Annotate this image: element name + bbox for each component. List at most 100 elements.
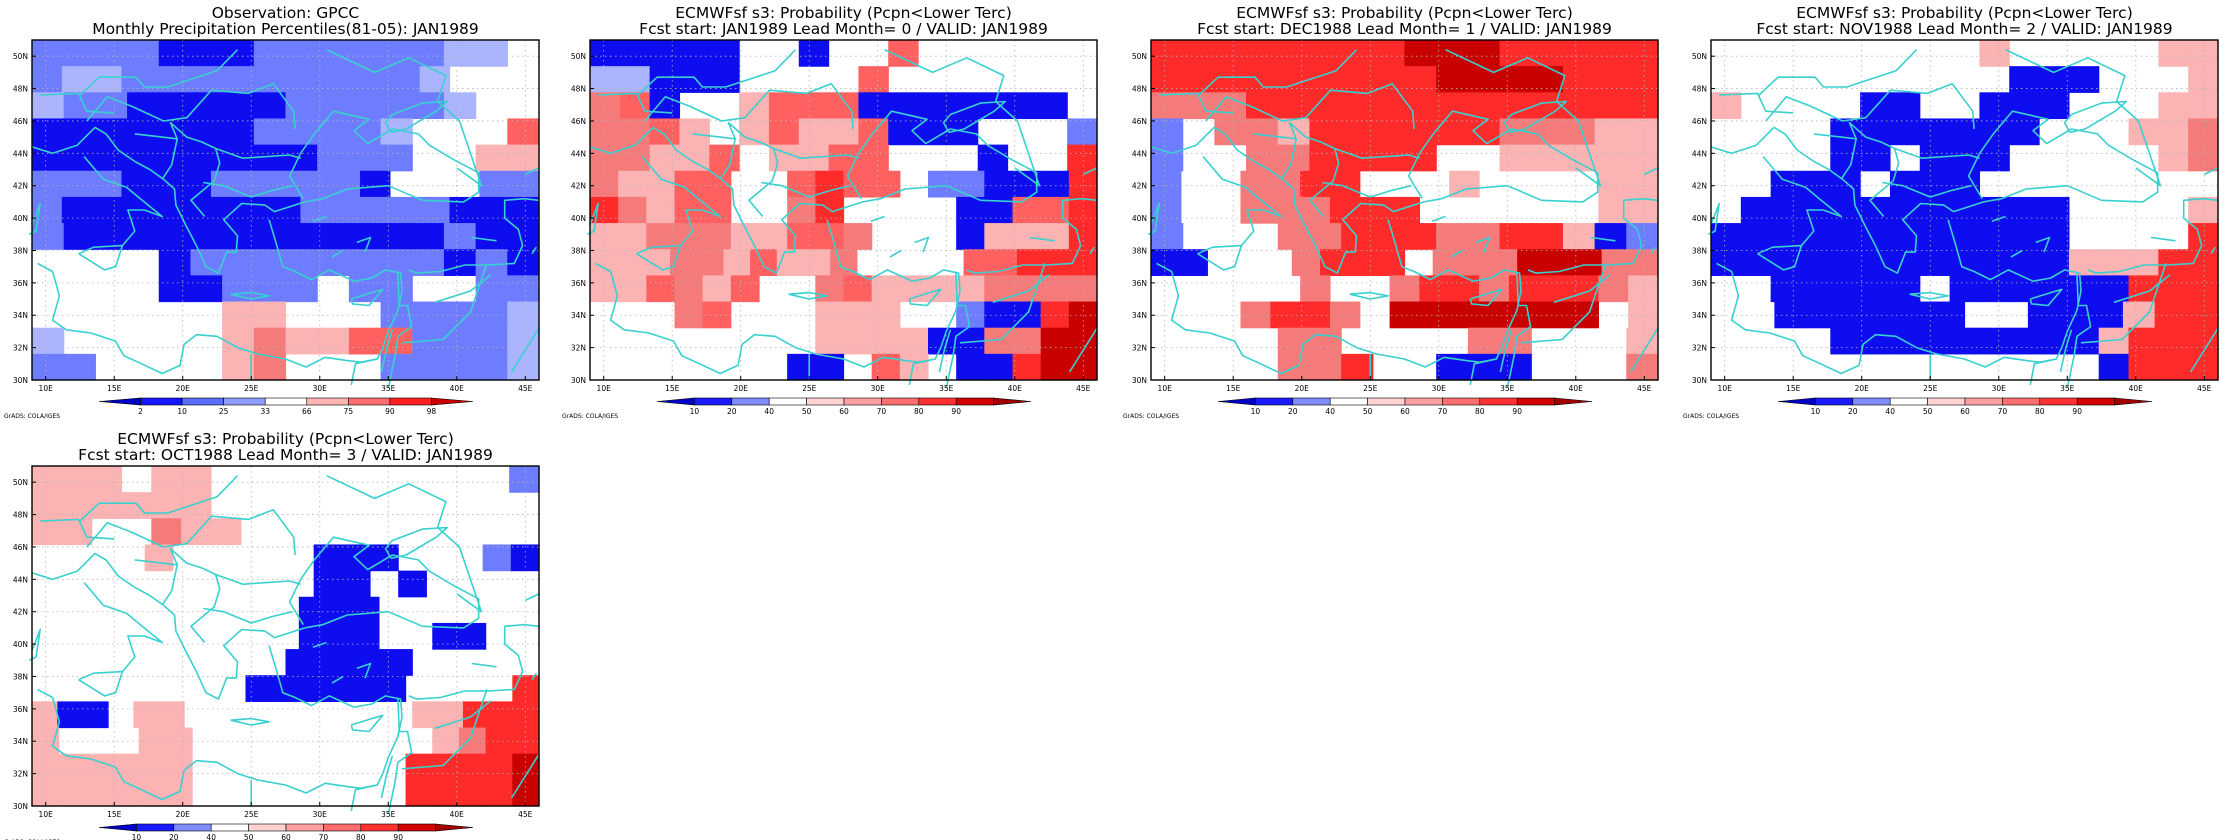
grid-cell — [2027, 301, 2061, 329]
grid-cell — [1601, 249, 1631, 276]
grid-cell — [352, 675, 380, 702]
grid-cell — [679, 118, 710, 146]
latitude-label: 40N — [571, 214, 586, 223]
coastline — [356, 236, 372, 253]
grid-cell — [317, 118, 350, 146]
longitude-label: 25E — [244, 810, 259, 819]
coastline — [2113, 274, 2171, 304]
grid-cell — [412, 40, 445, 67]
latitude-label: 40N — [13, 640, 28, 649]
grid-cell — [2009, 196, 2040, 224]
grid-cell — [133, 701, 160, 729]
grid-cell — [253, 301, 287, 329]
grid-cell — [1151, 118, 1184, 146]
grid-cell — [1404, 223, 1437, 250]
colorbar-label: 10 — [1251, 407, 1261, 416]
grid-cell — [984, 170, 1014, 198]
grid-cell — [956, 196, 985, 224]
longitude-label: 35E — [381, 810, 396, 819]
coastline — [1527, 197, 1659, 274]
grid-cell — [443, 40, 477, 67]
grid-cell — [432, 727, 460, 755]
grid-cell — [674, 275, 704, 303]
grid-cell — [2039, 92, 2070, 120]
grid-cell — [181, 170, 212, 198]
coastline — [1288, 121, 1420, 159]
coastline — [1150, 110, 1599, 274]
grid-cell — [1740, 249, 1772, 276]
longitude-label: 15E — [107, 384, 122, 393]
grid-cell — [222, 92, 255, 120]
grid-cell — [1341, 40, 1374, 67]
grid-cell — [348, 223, 382, 250]
grid-cell — [475, 275, 508, 303]
grid-cell — [1419, 301, 1450, 329]
coastline — [79, 49, 239, 96]
coastline — [408, 623, 540, 700]
grid-cell — [1949, 170, 1981, 198]
colorbar-segment — [2076, 397, 2115, 406]
grid-cell — [1404, 40, 1437, 67]
grid-cell — [190, 118, 223, 146]
grid-cell — [2128, 353, 2159, 381]
grid-cell — [2188, 40, 2219, 67]
coastline — [992, 274, 1050, 304]
grid-cell — [479, 170, 510, 198]
longitude-label: 20E — [1855, 384, 1870, 393]
colorbar-segment — [264, 397, 308, 406]
coastline — [1909, 291, 1949, 300]
panel-title: ECMWFsf s3: Probability (Pcpn<Lower Terc… — [675, 4, 1012, 22]
grid-cell — [768, 118, 800, 146]
colorbar-segment — [181, 397, 224, 406]
colorbar-label: 75 — [344, 407, 354, 416]
grid-cell — [2128, 327, 2159, 355]
coastline — [966, 197, 1098, 274]
grid-cell — [1949, 327, 1981, 355]
coastline — [350, 358, 378, 386]
grid-cell — [702, 301, 732, 329]
grid-cell — [348, 144, 382, 172]
grid-cell — [2158, 353, 2189, 381]
grid-cell — [507, 144, 540, 172]
longitude-label: 15E — [665, 384, 680, 393]
grid-cell — [618, 275, 647, 303]
grid-cell — [1594, 118, 1627, 146]
grid-cell — [2098, 353, 2130, 381]
latitude-label: 32N — [1132, 344, 1147, 353]
grid-cell — [1067, 144, 1098, 172]
colorbar-label: 40 — [1325, 407, 1335, 416]
coastline — [914, 236, 930, 253]
latitude-label: 50N — [13, 52, 28, 61]
colorbar-segment — [1442, 397, 1481, 406]
coastline — [356, 662, 372, 679]
grid-cell — [1979, 144, 2010, 172]
colorbar-label: 70 — [877, 407, 887, 416]
grid-cell — [1979, 92, 2010, 120]
grid-cell — [2009, 249, 2040, 276]
grid-cell — [475, 327, 508, 355]
colorbar-label: 10 — [132, 833, 142, 840]
grid-cell — [2122, 301, 2156, 329]
grid-cell — [507, 327, 540, 355]
grid-cell — [1568, 301, 1599, 329]
grid-cell — [63, 144, 96, 172]
colorbar-segment — [993, 397, 1032, 406]
colorbar-label: 80 — [914, 407, 924, 416]
grid-cell — [679, 66, 710, 93]
grid-cell — [1837, 301, 1871, 329]
grid-cell — [1277, 92, 1311, 120]
latitude-label: 42N — [13, 608, 28, 617]
grid-cell — [63, 353, 96, 381]
grid-cell — [151, 466, 182, 493]
colorbar-segment — [223, 397, 266, 406]
grid-cell — [590, 196, 619, 224]
grid-cell — [32, 40, 65, 67]
latitude-label: 32N — [13, 770, 28, 779]
grid-cell — [412, 353, 445, 381]
grid-cell — [1068, 275, 1098, 303]
grid-cell — [389, 66, 421, 93]
grid-cell — [1449, 301, 1480, 329]
grid-cell — [380, 92, 413, 120]
coastline — [1450, 249, 1463, 258]
